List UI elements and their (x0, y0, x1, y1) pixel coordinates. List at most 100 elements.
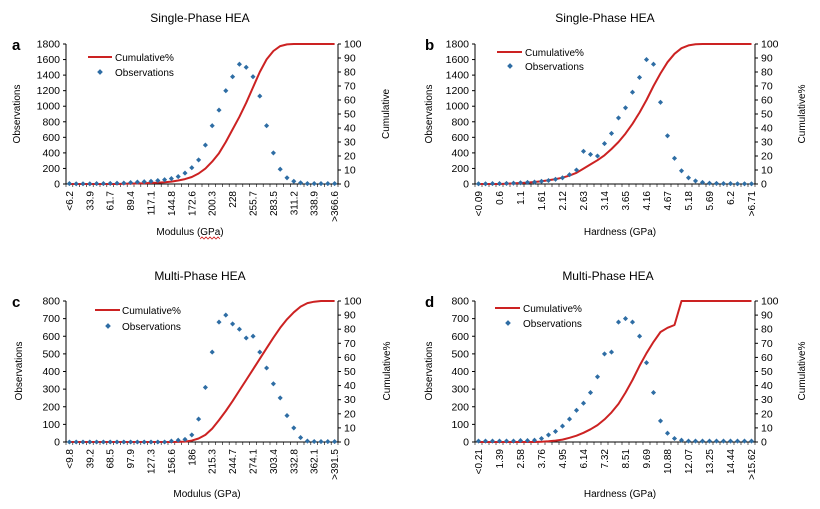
y2-tick-label-d: 100 (761, 296, 779, 308)
observation-point-d (699, 438, 706, 444)
observation-point-c (216, 319, 222, 325)
observation-point-d (608, 349, 615, 355)
x-tick-label-c: 68.5 (106, 449, 117, 469)
x-tick-label-b: 5.18 (684, 191, 695, 211)
y2-tick-label-a: 80 (344, 67, 356, 79)
x-tick-label-c: 39.2 (85, 449, 96, 469)
observation-point-b (678, 168, 685, 174)
observation-point-c (230, 321, 236, 327)
observation-point-a (141, 179, 147, 185)
y2-tick-label-d: 10 (761, 422, 773, 434)
observation-point-b (510, 180, 517, 186)
y-tick-label-d: 300 (451, 384, 469, 396)
observation-point-b (496, 181, 503, 187)
observation-point-a (223, 88, 229, 94)
chart-title-c: Multi-Phase HEA (154, 269, 245, 283)
observation-point-c (223, 312, 229, 318)
observation-point-d (706, 438, 713, 444)
observation-point-d (615, 319, 622, 325)
y2-tick-label-c: 100 (344, 296, 362, 308)
observation-point-b (720, 181, 727, 187)
observation-point-c (257, 349, 263, 355)
observation-point-b (580, 148, 587, 154)
observation-point-a (162, 177, 168, 183)
x-tick-label-b: 2.12 (558, 191, 569, 211)
y2-tick-label-b: 80 (761, 67, 773, 79)
observation-point-c (66, 439, 72, 445)
observation-point-a (189, 165, 195, 171)
observation-point-c (304, 438, 310, 444)
x-tick-label-a: 283.5 (269, 191, 280, 216)
y2-axis-label-c: Cumulative% (382, 341, 393, 400)
observation-point-d (601, 351, 608, 357)
y-tick-label-a: 1800 (37, 39, 61, 51)
observation-point-d (629, 319, 636, 325)
observation-point-a (128, 180, 134, 186)
x-tick-label-a: 61.7 (106, 191, 117, 211)
x-tick-label-d: 4.95 (558, 449, 569, 469)
observation-point-b (552, 176, 559, 182)
x-tick-label-d: 12.07 (684, 449, 695, 474)
observation-point-c (270, 381, 276, 387)
x-tick-label-c: <9.8 (65, 449, 76, 469)
observation-point-a (148, 178, 154, 184)
panel-d: d Multi-Phase HEA Observations Cumulativ… (424, 269, 808, 500)
y-tick-label-b: 0 (463, 179, 469, 191)
observation-point-a (230, 74, 236, 80)
y2-tick-label-b: 60 (761, 95, 773, 107)
y2-tick-label-a: 20 (344, 151, 356, 163)
observation-point-a (80, 181, 86, 187)
y2-tick-label-c: 30 (344, 394, 356, 406)
y2-tick-label-b: 40 (761, 123, 773, 135)
observation-point-b (671, 155, 678, 161)
observation-point-d (713, 438, 720, 444)
y-tick-label-b: 400 (451, 147, 469, 159)
y-tick-label-c: 500 (42, 348, 60, 360)
observation-point-b (650, 61, 657, 67)
observation-point-a (155, 177, 161, 184)
x-tick-label-a: 89.4 (126, 191, 137, 211)
observation-point-c (155, 439, 161, 445)
y-tick-label-c: 100 (42, 419, 60, 431)
x-tick-label-c: 156.6 (167, 449, 178, 474)
panel-label-c: c (12, 294, 20, 311)
y-tick-label-b: 1800 (446, 39, 470, 51)
observation-point-d (734, 438, 741, 444)
observation-point-d (545, 432, 552, 438)
observation-point-d (573, 407, 580, 413)
observation-point-a (277, 166, 283, 172)
observation-point-b (734, 181, 741, 187)
y2-tick-label-a: 40 (344, 123, 356, 135)
observation-point-d (643, 360, 650, 366)
observation-point-b (636, 74, 643, 80)
observation-point-b (517, 180, 524, 186)
x-axis-label-c: Modulus (GPa) (173, 489, 240, 500)
y-axis-label-a: Observations (12, 85, 23, 144)
legend-line-label-a: Cumulative% (115, 53, 174, 64)
observation-point-b (503, 180, 510, 186)
panel-label-b: b (425, 37, 434, 54)
observation-point-a (168, 176, 174, 182)
observation-point-a (250, 74, 256, 80)
observation-point-d (748, 438, 755, 444)
x-tick-label-b: <0.09 (474, 191, 485, 217)
panel-label-d: d (425, 294, 434, 311)
y2-tick-label-b: 90 (761, 53, 773, 65)
observation-point-d (594, 374, 601, 380)
y2-tick-label-a: 60 (344, 95, 356, 107)
x-tick-label-a: 117.1 (147, 191, 158, 216)
observation-point-c (277, 395, 283, 401)
y-tick-label-a: 800 (42, 116, 60, 128)
y-tick-label-a: 600 (42, 132, 60, 144)
x-tick-label-b: 6.2 (726, 191, 737, 205)
x-tick-label-b: 1.61 (537, 191, 548, 211)
observation-point-b (741, 181, 748, 187)
observation-point-c (202, 384, 208, 390)
observation-point-c (168, 438, 174, 444)
x-axis-label-d: Hardness (GPa) (584, 489, 656, 500)
chart-title-a: Single-Phase HEA (150, 11, 249, 25)
y2-tick-label-c: 10 (344, 422, 356, 434)
y-tick-label-b: 1600 (446, 54, 470, 66)
chart-title-d: Multi-Phase HEA (562, 269, 653, 283)
observation-point-b (524, 179, 531, 185)
